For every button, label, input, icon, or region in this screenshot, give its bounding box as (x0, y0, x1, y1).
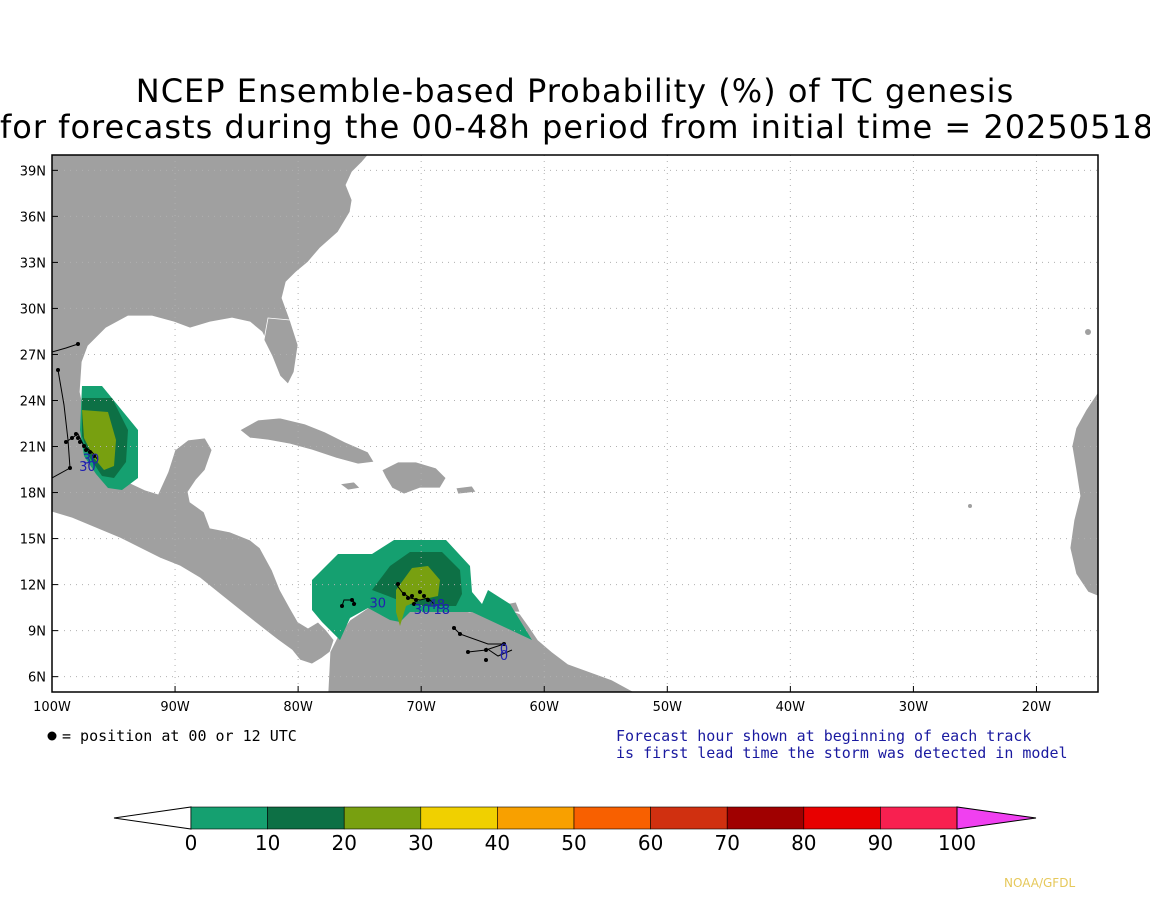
lon-label: 30W (899, 700, 929, 715)
colorbar-label: 40 (485, 831, 510, 855)
land-puerto-rico (455, 485, 477, 495)
storm-start-label: 0 (500, 649, 508, 664)
track-position-dots (56, 342, 506, 662)
forecast-note-line2: is first lead time the storm was detecte… (616, 744, 1068, 762)
lon-label: 90W (160, 700, 190, 715)
land-canary-islands (1085, 329, 1091, 335)
lat-label: 15N (20, 533, 46, 548)
storm-start-label: 30 (414, 603, 431, 618)
longitude-labels: 100W 90W 80W 70W 60W 50W 40W 30W 20W (33, 686, 1051, 715)
storm-start-label: 30 (79, 460, 96, 475)
colorbar-label: 0 (185, 831, 198, 855)
colorbar-label: 100 (938, 831, 976, 855)
colorbar-swatch (650, 806, 728, 830)
lon-label: 50W (653, 700, 683, 715)
prob-carib-20-30 (396, 566, 440, 626)
colorbar-label: 30 (408, 831, 433, 855)
lon-label: 100W (33, 700, 71, 715)
colorbar-swatch (497, 806, 575, 830)
legend-note-text: = position at 00 or 12 UTC (62, 727, 297, 745)
colorbar-under-triangle (113, 806, 192, 830)
colorbar-label: 50 (561, 831, 586, 855)
colorbar-swatch (880, 806, 958, 830)
storm-start-label: 30 (369, 597, 386, 612)
colorbar-swatch (573, 806, 651, 830)
land-cape-verde (968, 504, 972, 508)
position-dot-icon (47, 731, 57, 741)
lon-label: 60W (530, 700, 560, 715)
lat-label: 39N (20, 164, 46, 179)
colorbar-label: 70 (714, 831, 739, 855)
lon-label: 80W (283, 700, 313, 715)
land-africa (1069, 391, 1098, 597)
track-carib-4 (485, 647, 513, 657)
prob-gulf-20-30 (82, 410, 116, 470)
colorbar: 0 10 20 30 40 50 60 70 80 90 100 (113, 806, 1037, 855)
lat-label: 6N (28, 671, 46, 686)
lat-label: 27N (20, 348, 46, 363)
colorbar-label: 20 (331, 831, 356, 855)
colorbar-swatch (267, 806, 345, 830)
lat-label: 36N (20, 210, 46, 225)
colorbar-swatch (803, 806, 881, 830)
colorbar-label: 80 (791, 831, 816, 855)
colorbar-label: 60 (638, 831, 663, 855)
track-gulf-1 (52, 369, 71, 479)
storm-start-label: 30 (83, 452, 100, 467)
storm-start-label: 0 (500, 643, 508, 658)
probability-shading (80, 386, 532, 640)
land-cuba (239, 417, 375, 465)
land-north-america (52, 155, 369, 665)
lat-label: 33N (20, 256, 46, 271)
lat-label: 24N (20, 394, 46, 409)
credit-label: NOAA/GFDL (1004, 876, 1076, 890)
colorbar-swatch (190, 806, 268, 830)
colorbar-swatch (343, 806, 422, 830)
forecast-note-line1: Forecast hour shown at beginning of each… (616, 727, 1032, 745)
latitude-labels: 39N 36N 33N 30N 27N 24N 21N 18N 15N 12N 9N 6N (20, 164, 58, 686)
land-jamaica (338, 481, 361, 491)
lat-label: 30N (20, 302, 46, 317)
lat-lon-grid (52, 155, 1098, 692)
lat-label: 21N (20, 441, 46, 456)
land-hispaniola (381, 461, 447, 495)
map-title-line1: NCEP Ensemble-based Probability (%) of T… (135, 72, 1015, 110)
legend-note: = position at 00 or 12 UTC (46, 727, 297, 745)
storm-start-label: 48 (429, 598, 446, 613)
lon-label: 40W (776, 700, 806, 715)
colorbar-over-triangle (956, 806, 1037, 830)
land-florida (263, 317, 299, 385)
colorbar-label: 90 (868, 831, 893, 855)
map-frame (51, 154, 1099, 693)
storm-start-label: 18 (433, 603, 450, 618)
lon-label: 20W (1022, 700, 1052, 715)
colorbar-swatch (726, 806, 805, 830)
colorbar-swatch (420, 806, 498, 830)
lat-label: 9N (28, 625, 46, 640)
lon-label: 70W (406, 700, 436, 715)
map-title-line2: for forecasts during the 00-48h period f… (0, 108, 1150, 146)
lat-label: 12N (20, 579, 46, 594)
lat-label: 18N (20, 487, 46, 502)
track-gulf-2 (52, 343, 79, 353)
colorbar-label: 10 (255, 831, 280, 855)
